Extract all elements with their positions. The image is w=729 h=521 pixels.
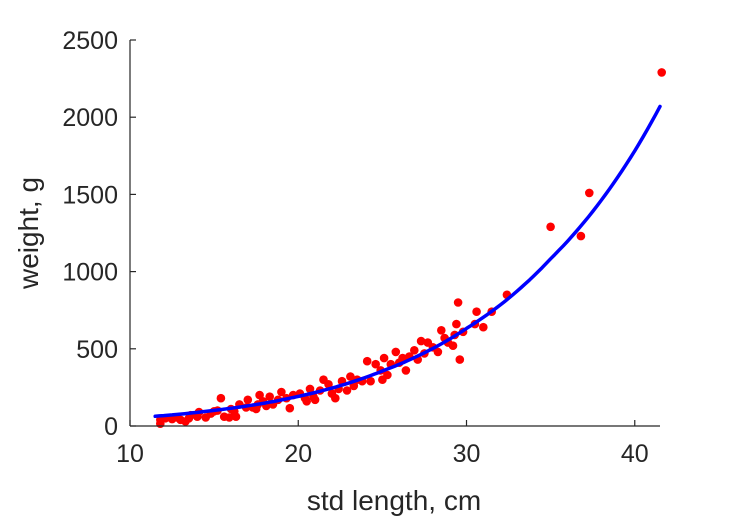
x-tick-label: 30 bbox=[453, 440, 481, 468]
data-point bbox=[342, 386, 352, 395]
data-point bbox=[576, 231, 586, 241]
data-point bbox=[452, 319, 461, 329]
data-points bbox=[156, 68, 666, 429]
data-point bbox=[448, 341, 458, 351]
data-point bbox=[472, 307, 481, 317]
data-point bbox=[391, 347, 401, 357]
data-point bbox=[657, 68, 666, 77]
data-point bbox=[310, 395, 320, 405]
fit-curve bbox=[153, 104, 662, 419]
y-tick-label: 0 bbox=[104, 413, 118, 441]
y-tick-label: 2000 bbox=[62, 104, 118, 132]
data-point bbox=[371, 359, 381, 369]
y-tick-label: 1500 bbox=[62, 181, 118, 209]
x-axis-label: std length, cm bbox=[307, 485, 481, 516]
data-point bbox=[305, 384, 315, 394]
data-point bbox=[416, 336, 426, 346]
y-tick-label: 500 bbox=[76, 336, 118, 364]
data-point bbox=[265, 392, 275, 402]
data-point bbox=[585, 188, 594, 198]
data-point bbox=[546, 222, 555, 232]
data-point bbox=[453, 298, 463, 307]
data-point bbox=[285, 403, 295, 413]
y-axis-label: weight, g bbox=[13, 177, 44, 290]
data-point bbox=[455, 355, 465, 364]
data-point bbox=[302, 397, 312, 406]
data-point bbox=[366, 376, 375, 386]
axes bbox=[129, 39, 660, 427]
x-tick-label: 20 bbox=[284, 440, 312, 468]
y-tick-label: 1000 bbox=[62, 259, 118, 287]
data-point bbox=[479, 322, 488, 332]
x-tick-label: 10 bbox=[116, 440, 144, 468]
data-point bbox=[379, 353, 389, 363]
data-point bbox=[225, 413, 234, 422]
tick-labels: 10 20 30 40 0 500 1000 1500 2000 2500 bbox=[62, 27, 648, 468]
data-point bbox=[243, 395, 253, 405]
data-point bbox=[346, 372, 355, 381]
data-point bbox=[277, 387, 286, 397]
data-point bbox=[410, 346, 419, 355]
y-tick-label: 2500 bbox=[62, 27, 118, 55]
data-point bbox=[231, 412, 241, 422]
data-point bbox=[216, 393, 226, 403]
data-point bbox=[433, 347, 443, 357]
data-point bbox=[324, 380, 333, 389]
data-point bbox=[437, 326, 446, 335]
data-point bbox=[401, 366, 411, 375]
data-point bbox=[383, 370, 392, 380]
data-point bbox=[331, 393, 340, 403]
x-tick-label: 40 bbox=[621, 440, 649, 468]
data-point bbox=[362, 356, 372, 366]
